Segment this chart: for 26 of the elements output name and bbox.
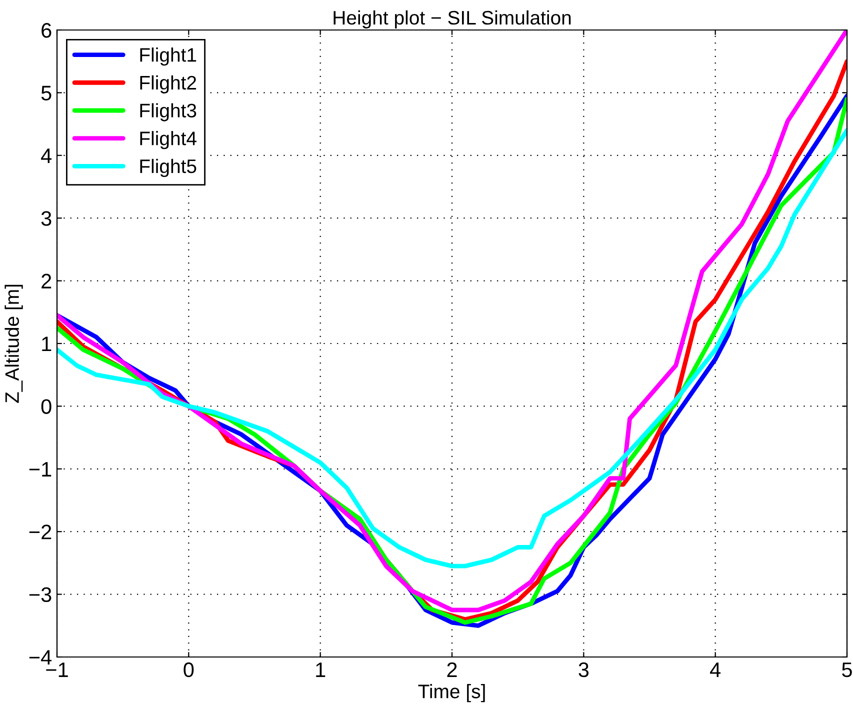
y-tick-label: 1 — [42, 336, 52, 352]
legend-label: Flight5 — [140, 158, 196, 178]
x-tick-label: 0 — [184, 662, 194, 678]
legend-label: Flight3 — [140, 103, 196, 122]
legend-label: Flight1 — [140, 48, 196, 66]
legend-label: Flight4 — [140, 131, 196, 150]
y-axis-title: Z_Altitude [m] — [4, 284, 23, 403]
y-tick-label: 4 — [41, 148, 52, 163]
x-tick-label: 2 — [447, 662, 457, 677]
line-series — [57, 128, 847, 568]
x-tick-label: 5 — [842, 662, 852, 678]
y-tick-label: 0 — [41, 399, 52, 414]
y-tick-label: −2 — [29, 524, 52, 540]
y-tick-label: 3 — [41, 211, 52, 226]
y-tick-label: −4 — [29, 650, 52, 665]
y-tick-label: −3 — [29, 587, 52, 602]
y-tick-label: 2 — [42, 274, 52, 288]
x-tick-label: 1 — [316, 662, 326, 677]
legend-label: Flight2 — [140, 75, 196, 94]
y-tick-label: 6 — [42, 23, 52, 38]
x-tick-label: 4 — [710, 662, 721, 677]
y-tick-label: 5 — [41, 86, 52, 100]
chart-title: Height plot − SIL Simulation — [334, 10, 571, 28]
y-tick-label: −1 — [29, 462, 52, 476]
x-tick-label: 3 — [578, 662, 589, 678]
x-axis-title: Time [s] — [418, 684, 485, 702]
